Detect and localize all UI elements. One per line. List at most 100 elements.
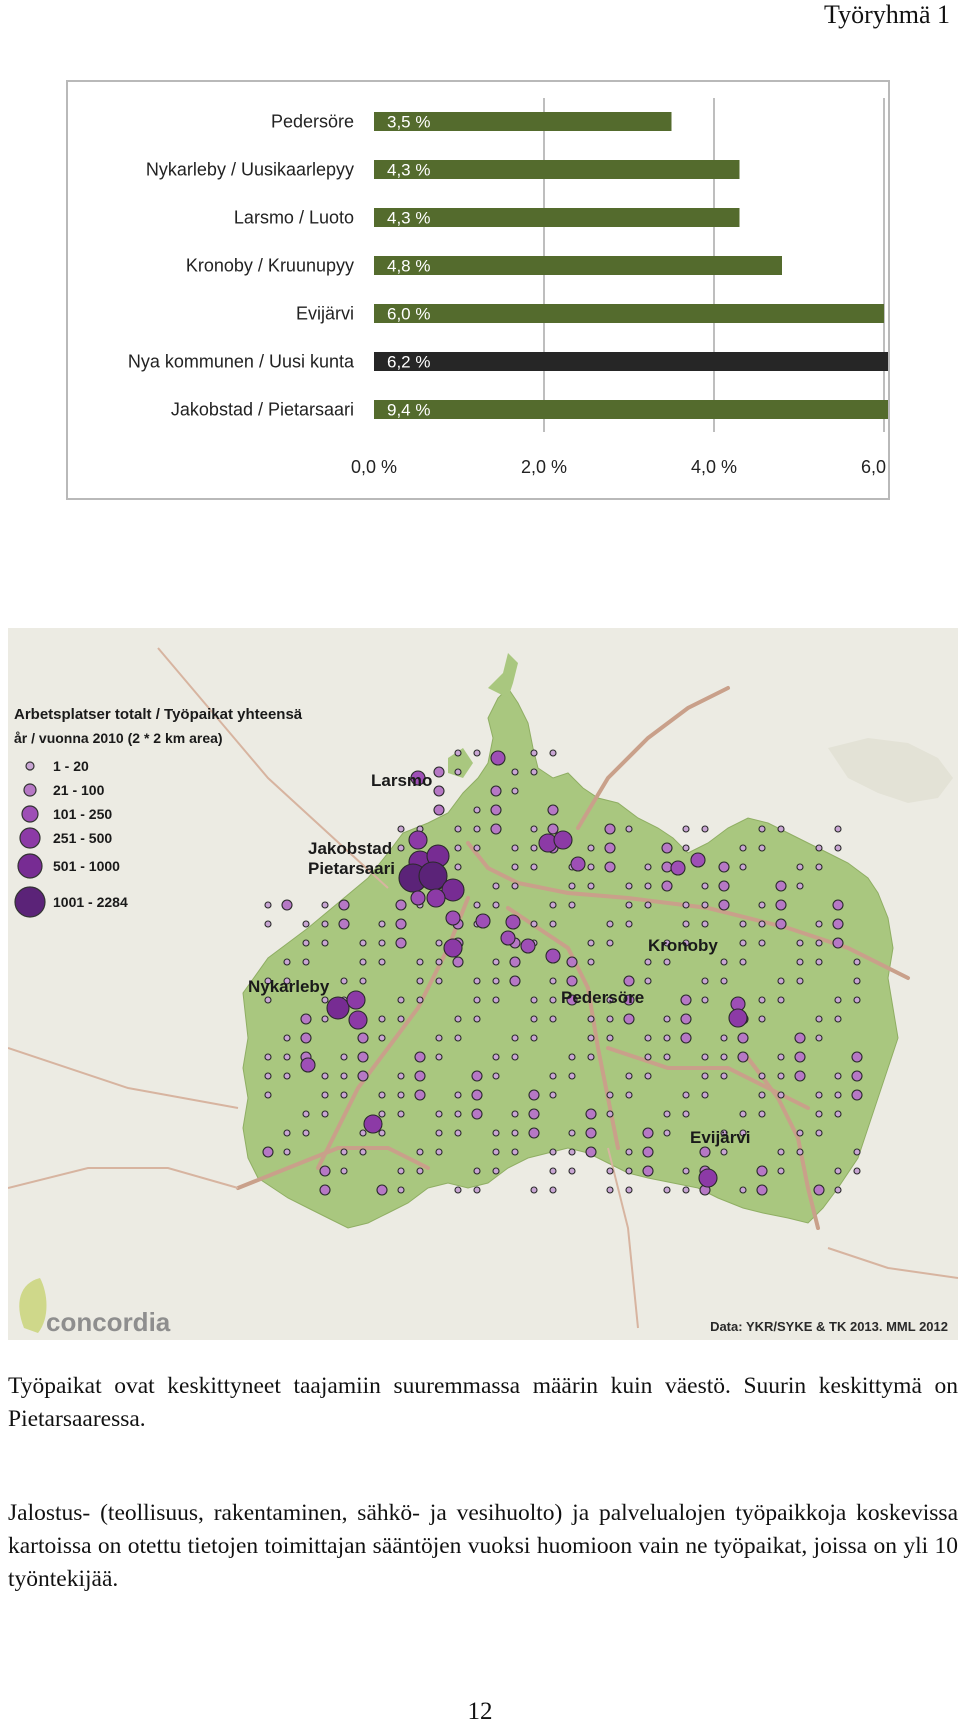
job-circle bbox=[473, 977, 481, 985]
job-circle bbox=[454, 1015, 462, 1023]
job-circle bbox=[509, 956, 521, 968]
job-circle bbox=[739, 844, 747, 852]
category-label: Pedersöre bbox=[271, 112, 354, 132]
job-circle bbox=[530, 1034, 538, 1042]
job-circle bbox=[454, 1091, 462, 1099]
job-circle bbox=[661, 880, 673, 892]
job-circle bbox=[566, 956, 578, 968]
job-circle bbox=[682, 1110, 690, 1118]
job-circle bbox=[441, 878, 465, 902]
job-circle bbox=[568, 1148, 576, 1156]
x-tick-label: 4,0 % bbox=[691, 457, 737, 477]
job-circle bbox=[348, 1010, 368, 1030]
job-circle bbox=[777, 825, 785, 833]
bar-chart-svg: Pedersöre 3,5 % Nykarleby / Uusikaarlepyy 4… bbox=[128, 98, 888, 477]
job-circle bbox=[606, 939, 614, 947]
job-circle bbox=[511, 1148, 519, 1156]
job-circle bbox=[319, 1184, 331, 1196]
job-circle bbox=[587, 1053, 595, 1061]
job-circle bbox=[756, 1165, 768, 1177]
bar bbox=[374, 352, 888, 371]
job-circle bbox=[549, 1091, 557, 1099]
job-circle bbox=[777, 1091, 785, 1099]
job-circle bbox=[625, 1148, 633, 1156]
legend-subtitle: år / vuonna 2010 (2 * 2 km area) bbox=[14, 730, 223, 746]
job-circle bbox=[815, 958, 823, 966]
job-circle bbox=[433, 804, 445, 816]
job-circle bbox=[338, 899, 350, 911]
job-circle bbox=[720, 977, 728, 985]
job-circle bbox=[670, 860, 686, 876]
job-circle bbox=[777, 1167, 785, 1175]
job-circle bbox=[435, 939, 443, 947]
job-circle bbox=[796, 882, 804, 890]
job-circle bbox=[283, 1148, 291, 1156]
job-circle bbox=[623, 994, 635, 1006]
job-circle bbox=[490, 823, 502, 835]
job-circle bbox=[718, 861, 730, 873]
job-circle bbox=[642, 1127, 654, 1139]
job-circle bbox=[690, 852, 706, 868]
job-circle bbox=[834, 1186, 842, 1194]
job-circle bbox=[397, 1186, 405, 1194]
job-circle bbox=[395, 918, 407, 930]
job-circle bbox=[321, 939, 329, 947]
job-circle bbox=[473, 1186, 481, 1194]
job-circle bbox=[606, 1034, 614, 1042]
job-circle bbox=[416, 1167, 424, 1175]
job-circle bbox=[264, 920, 272, 928]
legend-symbol-2 bbox=[23, 783, 37, 797]
job-circle bbox=[701, 901, 709, 909]
data-label: 3,5 % bbox=[387, 113, 430, 132]
job-circle bbox=[302, 1129, 310, 1137]
job-circle bbox=[625, 825, 633, 833]
job-circle bbox=[264, 1053, 272, 1061]
job-circle bbox=[454, 749, 462, 757]
job-circle bbox=[445, 910, 461, 926]
job-circle bbox=[283, 1034, 291, 1042]
job-circle bbox=[739, 939, 747, 947]
job-circle bbox=[549, 749, 557, 757]
job-circle bbox=[701, 1053, 709, 1061]
place-label-jakobstad: Jakobstad bbox=[308, 839, 392, 858]
category-label: Jakobstad / Pietarsaari bbox=[171, 400, 354, 420]
job-circle bbox=[777, 1053, 785, 1061]
job-circle bbox=[682, 844, 690, 852]
job-circle bbox=[549, 1148, 557, 1156]
job-circle bbox=[758, 901, 766, 909]
logo-text: concordia bbox=[46, 1307, 171, 1337]
job-circle bbox=[264, 1072, 272, 1080]
job-circle bbox=[283, 977, 291, 985]
job-circle bbox=[492, 996, 500, 1004]
map-legend: Arbetsplatser totalt / Työpaikat yhteens… bbox=[14, 706, 303, 918]
job-circle bbox=[663, 1186, 671, 1194]
job-circle bbox=[363, 1114, 383, 1134]
job-circle bbox=[378, 1110, 386, 1118]
job-circle bbox=[454, 1186, 462, 1194]
job-circle bbox=[644, 977, 652, 985]
job-circle bbox=[587, 1015, 595, 1023]
job-circle bbox=[302, 1110, 310, 1118]
job-circle bbox=[661, 842, 673, 854]
job-circle bbox=[490, 750, 506, 766]
job-circle bbox=[834, 1072, 842, 1080]
job-circle bbox=[549, 901, 557, 909]
job-circle bbox=[739, 1110, 747, 1118]
job-circle bbox=[283, 1129, 291, 1137]
job-circle bbox=[357, 1032, 369, 1044]
job-circle bbox=[587, 958, 595, 966]
place-label-kronoby: Kronoby bbox=[648, 936, 718, 955]
job-circle bbox=[416, 958, 424, 966]
job-circle bbox=[644, 1034, 652, 1042]
job-circle bbox=[604, 861, 616, 873]
legend-item-6: 1001 - 2284 bbox=[53, 894, 128, 910]
job-circle bbox=[395, 937, 407, 949]
job-circle bbox=[813, 1184, 825, 1196]
job-circle bbox=[416, 1148, 424, 1156]
job-circle bbox=[775, 880, 787, 892]
job-circle bbox=[300, 1057, 316, 1073]
job-circle bbox=[326, 996, 350, 1020]
job-circle bbox=[720, 1034, 728, 1042]
job-circle bbox=[443, 938, 463, 958]
data-label: 6,0 % bbox=[387, 305, 430, 324]
